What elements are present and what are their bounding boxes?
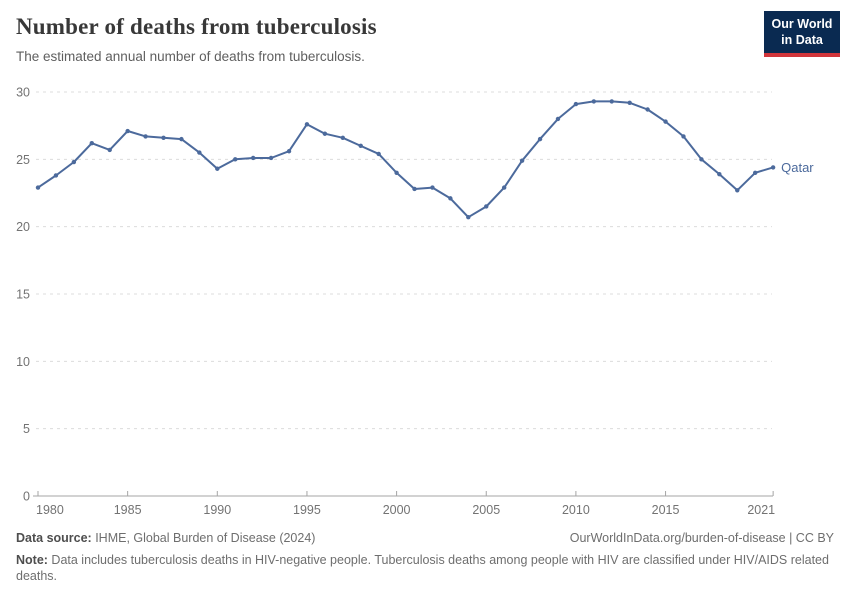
data-point — [197, 150, 202, 155]
data-point — [591, 99, 597, 104]
data-point — [322, 131, 328, 136]
note-label: Note: — [16, 553, 48, 568]
owid-logo-line2: in Data — [781, 33, 823, 48]
data-point — [448, 196, 453, 201]
data-point — [53, 173, 59, 178]
data-point — [430, 185, 435, 190]
x-axis-tick-2015: 2015 — [652, 503, 680, 517]
line-chart: 0 5 10 15 20 25 30 1980 1985 1990 1995 2000 2005 2010… — [0, 78, 850, 528]
data-point — [753, 170, 758, 175]
x-axis-tick-1980: 1980 — [36, 503, 64, 517]
chart-footer: Data source: IHME, Global Burden of Dise… — [16, 531, 834, 584]
data-point — [573, 101, 579, 107]
data-point — [107, 147, 112, 153]
x-axis-tick-2000: 2000 — [383, 503, 411, 517]
data-point — [609, 99, 614, 104]
data-point — [376, 151, 381, 157]
data-source-text: IHME, Global Burden of Disease (2024) — [91, 531, 316, 545]
y-axis-tick-30: 30 — [16, 85, 30, 99]
data-point — [770, 165, 776, 170]
data-point — [537, 136, 543, 142]
data-point — [501, 185, 507, 190]
y-axis-tick-25: 25 — [16, 153, 30, 167]
data-point — [89, 140, 94, 146]
y-axis-tick-5: 5 — [23, 422, 30, 436]
data-point — [358, 143, 363, 149]
y-axis-tick-10: 10 — [16, 355, 30, 369]
data-point — [304, 122, 310, 127]
x-axis-tick-1995: 1995 — [293, 503, 321, 517]
data-point — [555, 116, 561, 122]
data-point — [394, 170, 399, 175]
data-point — [161, 135, 166, 140]
chart-subtitle: The estimated annual number of deaths fr… — [16, 49, 365, 64]
data-source: Data source: IHME, Global Burden of Dise… — [16, 531, 315, 546]
data-point — [681, 134, 686, 139]
data-point — [143, 134, 148, 139]
data-point — [215, 166, 220, 171]
data-point — [286, 149, 292, 154]
page-title: Number of deaths from tuberculosis — [16, 14, 377, 39]
y-axis-tick-20: 20 — [16, 220, 30, 234]
x-axis-tick-1985: 1985 — [114, 503, 142, 517]
y-axis-tick-0: 0 — [23, 490, 30, 504]
owid-logo-line1: Our World — [771, 17, 833, 31]
x-axis-tick-2021: 2021 — [747, 503, 775, 517]
owid-logo: Our World in Data — [764, 11, 840, 57]
data-point — [71, 159, 77, 165]
data-point — [412, 186, 417, 192]
data-point — [35, 185, 41, 190]
data-point — [645, 107, 650, 112]
data-point — [663, 119, 668, 124]
data-point — [179, 136, 184, 142]
data-point — [735, 188, 740, 193]
series-line-qatar — [37, 100, 775, 219]
data-point — [627, 100, 632, 105]
data-point — [125, 128, 130, 134]
data-point — [466, 215, 471, 220]
y-axis-tick-15: 15 — [16, 287, 30, 301]
owid-url-link[interactable]: OurWorldInData.org/burden-of-disease | C… — [569, 531, 834, 545]
line-chart-svg: 0 5 10 15 20 25 30 1980 1985 1990 1995 2000 2005 2010… — [16, 85, 814, 517]
x-axis-tick-2010: 2010 — [562, 503, 590, 517]
data-source-label: Data source: — [16, 531, 92, 545]
x-axis-tick-2005: 2005 — [472, 503, 500, 517]
chart-note: Note: Data includes tuberculosis deaths … — [16, 553, 834, 584]
data-point — [519, 158, 525, 163]
chart-header: Number of deaths from tuberculosis The e… — [16, 14, 740, 64]
data-point — [268, 155, 274, 161]
note-text: Data includes tuberculosis deaths in HIV… — [16, 553, 829, 583]
data-point — [250, 155, 256, 161]
data-point — [233, 157, 238, 162]
x-axis-tick-1990: 1990 — [203, 503, 231, 517]
series-label-qatar: Qatar — [781, 160, 814, 175]
data-point — [717, 171, 722, 177]
data-point — [484, 204, 489, 209]
data-point — [340, 135, 346, 140]
data-point — [699, 157, 704, 162]
